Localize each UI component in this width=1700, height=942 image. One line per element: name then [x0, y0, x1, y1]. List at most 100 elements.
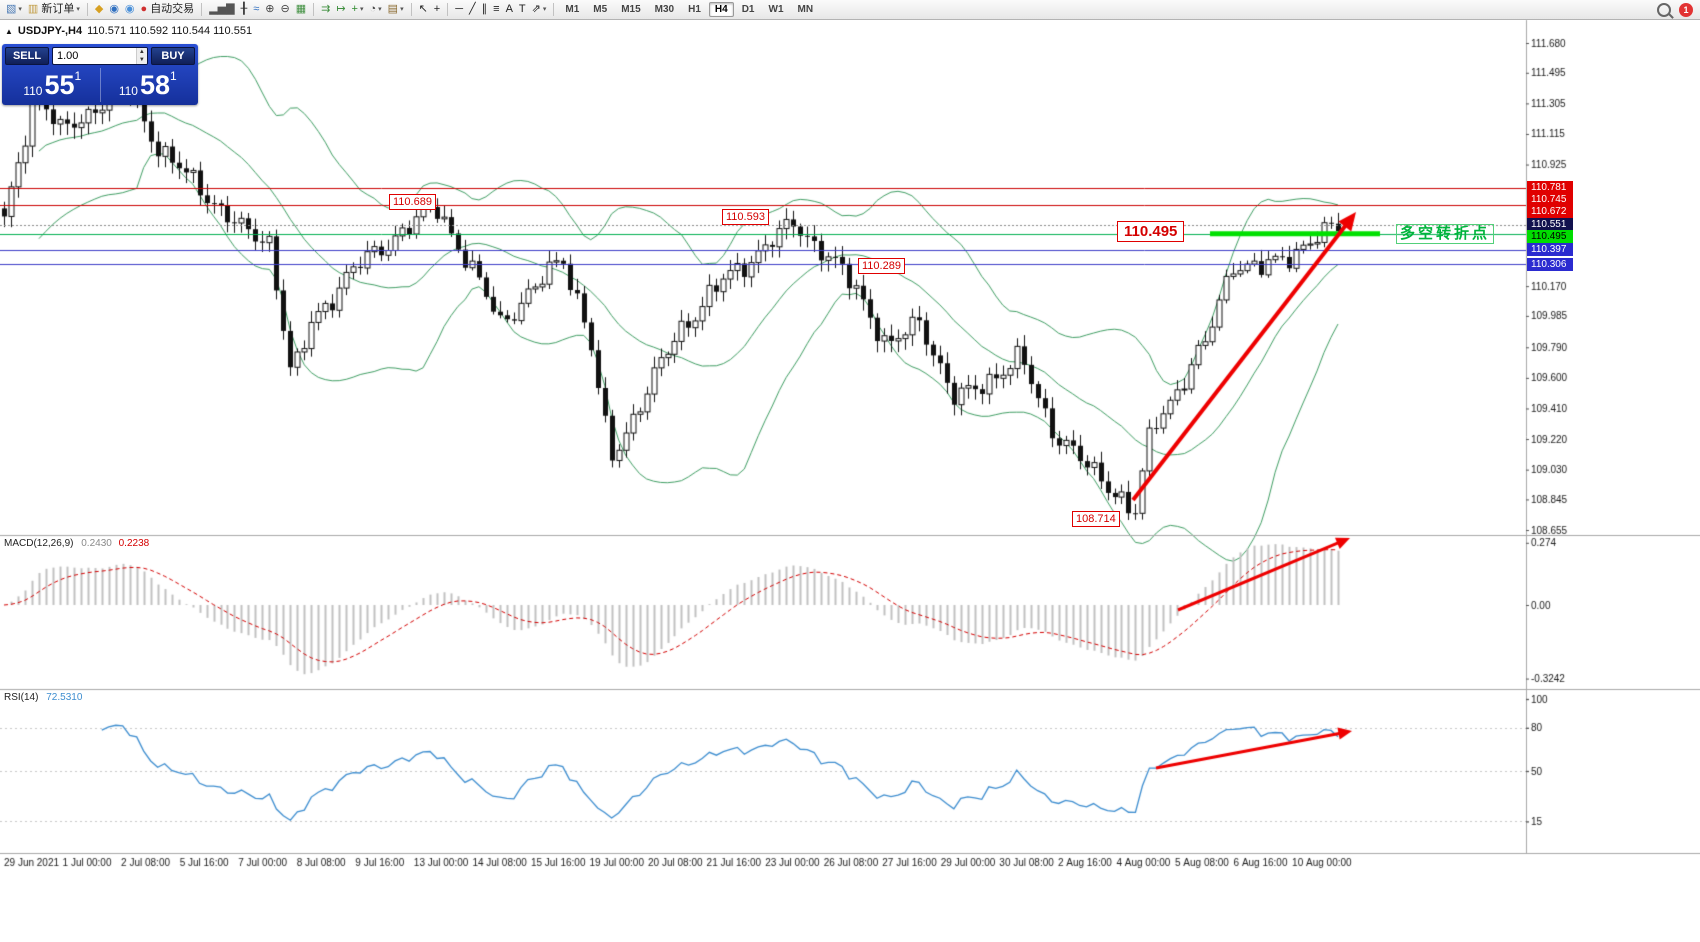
- bid-price-point: 1: [74, 69, 82, 83]
- volume-decrease-button[interactable]: ▼: [136, 56, 147, 64]
- signals-icon[interactable]: ◉: [122, 2, 138, 18]
- price-tag: 110.672: [1527, 205, 1573, 219]
- chart-annotation-text[interactable]: 多空转折点: [1396, 224, 1495, 244]
- zoom-out-icon[interactable]: ⊖: [277, 2, 292, 18]
- trendline-icon[interactable]: ╱: [466, 2, 479, 18]
- zoom-in-icon-glyph: ⊕: [265, 3, 275, 15]
- dropdown-caret-icon: ▾: [359, 6, 364, 13]
- dropdown-caret-icon: ▾: [400, 6, 404, 13]
- cursor-icon[interactable]: ↖: [416, 2, 431, 18]
- signals-icon-glyph: ◉: [124, 3, 135, 15]
- crosshair-icon-glyph: +: [433, 3, 441, 15]
- line-chart-icon[interactable]: ≈: [250, 2, 262, 18]
- volume-input[interactable]: [53, 50, 136, 62]
- chart-ohlc-values: 110.571 110.592 110.544 110.551: [87, 25, 253, 37]
- chart-shift-icon[interactable]: ↦: [333, 2, 348, 18]
- price-tag: 110.781: [1527, 181, 1573, 195]
- chart-symbol-period: USDJPY-,H4: [17, 25, 83, 37]
- autotrade-button-label: 自动交易: [150, 3, 195, 15]
- auto-scroll-icon[interactable]: ⇉: [318, 2, 333, 18]
- timeframe-mn[interactable]: MN: [797, 4, 814, 15]
- timeframe-m15[interactable]: M15: [621, 4, 641, 15]
- toolbar-separator: [201, 3, 203, 16]
- autotrade-button[interactable]: ● 自动交易: [138, 2, 198, 18]
- chart-shift-icon-glyph: ↦: [336, 3, 346, 15]
- market-icon[interactable]: ◉: [106, 2, 122, 18]
- line-chart-icon-glyph: ≈: [253, 3, 260, 15]
- collapse-panel-icon[interactable]: ▲: [5, 26, 13, 36]
- fibonacci-icon-glyph: ≡: [493, 3, 500, 15]
- price-level-label[interactable]: 108.714: [1072, 511, 1120, 527]
- dropdown-caret-icon: ▾: [76, 6, 80, 13]
- toolbar-separator: [313, 3, 315, 16]
- price-tag: 110.306: [1527, 257, 1573, 271]
- timeframe-h4[interactable]: H4: [708, 2, 734, 17]
- shapes-icon-glyph: ⇗: [531, 3, 541, 15]
- price-tag: 110.551: [1527, 218, 1573, 232]
- new-order-button-label: 新订单: [41, 3, 75, 15]
- toolbar-separator: [553, 3, 555, 16]
- dropdown-caret-icon: ▾: [542, 6, 547, 13]
- timeframe-m30[interactable]: M30: [654, 4, 675, 15]
- candlestick-chart-icon-glyph: ╂: [240, 3, 248, 15]
- dropdown-caret-icon: ▾: [18, 6, 22, 13]
- new-chart-button[interactable]: ▧ ▾: [3, 2, 25, 18]
- bid-price[interactable]: 110 55 1: [5, 68, 101, 102]
- horizontal-line-icon[interactable]: ─: [452, 2, 466, 18]
- price-tag: 110.495: [1527, 230, 1573, 244]
- ask-price-major: 110: [118, 84, 138, 98]
- fibonacci-icon[interactable]: ≡: [490, 2, 502, 18]
- new-order-button[interactable]: ▥ 新订单 ▾: [25, 2, 83, 18]
- notification-badge[interactable]: 1: [1679, 2, 1693, 17]
- tile-windows-icon-glyph: ▦: [295, 3, 307, 15]
- macd-value-main: 0.2430: [81, 538, 112, 549]
- one-click-trading-panel: SELL ▲ ▼ BUY 110 55 1 110 58 1: [2, 44, 198, 105]
- price-tag: 110.397: [1527, 243, 1573, 257]
- toolbar-separator: [86, 3, 88, 16]
- timeframe-h1[interactable]: H1: [688, 4, 701, 15]
- search-icon[interactable]: [1657, 2, 1671, 17]
- price-level-label[interactable]: 110.495: [1117, 221, 1185, 242]
- zoom-in-icon[interactable]: ⊕: [262, 2, 277, 18]
- rsi-name: RSI(14): [4, 692, 39, 703]
- bar-chart-icon[interactable]: ▂▅▇: [206, 2, 237, 18]
- crosshair-icon[interactable]: +: [431, 2, 443, 18]
- ask-price[interactable]: 110 58 1: [101, 68, 196, 102]
- ask-price-pips: 58: [139, 69, 170, 100]
- toolbar: ▧ ▾ ▥ 新订单 ▾ ◆ ◉ ◉ ● 自动交易 ▂▅▇ ╂ ≈ ⊕ ⊖ ▦ ⇉ ↦ + ▾ ◔ ▾ ▤ ▾ ↖ + ─ ╱ ∥ ≡ A T ⇗…: [0, 0, 1700, 20]
- rsi-value: 72.5310: [46, 692, 83, 703]
- candlestick-chart-icon[interactable]: ╂: [238, 2, 251, 18]
- price-level-label[interactable]: 110.689: [389, 194, 436, 210]
- rsi-indicator-label: RSI(14) 72.5310: [4, 692, 82, 703]
- templates-icon[interactable]: ▤ ▾: [385, 2, 407, 18]
- toolbar-separator: [447, 3, 449, 16]
- periods-icon[interactable]: ◔ ▾: [366, 2, 384, 18]
- label-icon[interactable]: T: [516, 2, 529, 18]
- price-level-label[interactable]: 110.289: [858, 258, 905, 274]
- timeframe-w1[interactable]: W1: [768, 4, 784, 15]
- text-icon-glyph: A: [505, 3, 513, 15]
- chart-title: ▲ USDJPY-,H4 110.571 110.592 110.544 110…: [5, 25, 252, 37]
- price-level-label[interactable]: 110.593: [722, 209, 769, 225]
- macd-name: MACD(12,26,9): [4, 538, 74, 549]
- metaeditor-icon[interactable]: ◆: [92, 2, 106, 18]
- tile-windows-icon[interactable]: ▦: [293, 2, 309, 18]
- indicators-icon[interactable]: + ▾: [349, 2, 367, 18]
- volume-increase-button[interactable]: ▲: [136, 48, 147, 56]
- timeframe-m5[interactable]: M5: [593, 4, 608, 15]
- channel-icon-glyph: ∥: [481, 3, 488, 15]
- indicators-icon-glyph: +: [351, 3, 358, 15]
- channel-icon[interactable]: ∥: [479, 2, 491, 18]
- horizontal-line-icon-glyph: ─: [455, 3, 464, 15]
- zoom-out-icon-glyph: ⊖: [280, 3, 290, 15]
- sell-button[interactable]: SELL: [5, 47, 49, 65]
- timeframe-m1[interactable]: M1: [565, 4, 580, 15]
- text-icon[interactable]: A: [503, 2, 516, 18]
- shapes-icon[interactable]: ⇗ ▾: [529, 2, 550, 18]
- volume-stepper: ▲ ▼: [135, 48, 147, 64]
- timeframe-d1[interactable]: D1: [741, 4, 755, 15]
- buy-button[interactable]: BUY: [151, 47, 195, 65]
- trendline-icon-glyph: ╱: [469, 3, 476, 15]
